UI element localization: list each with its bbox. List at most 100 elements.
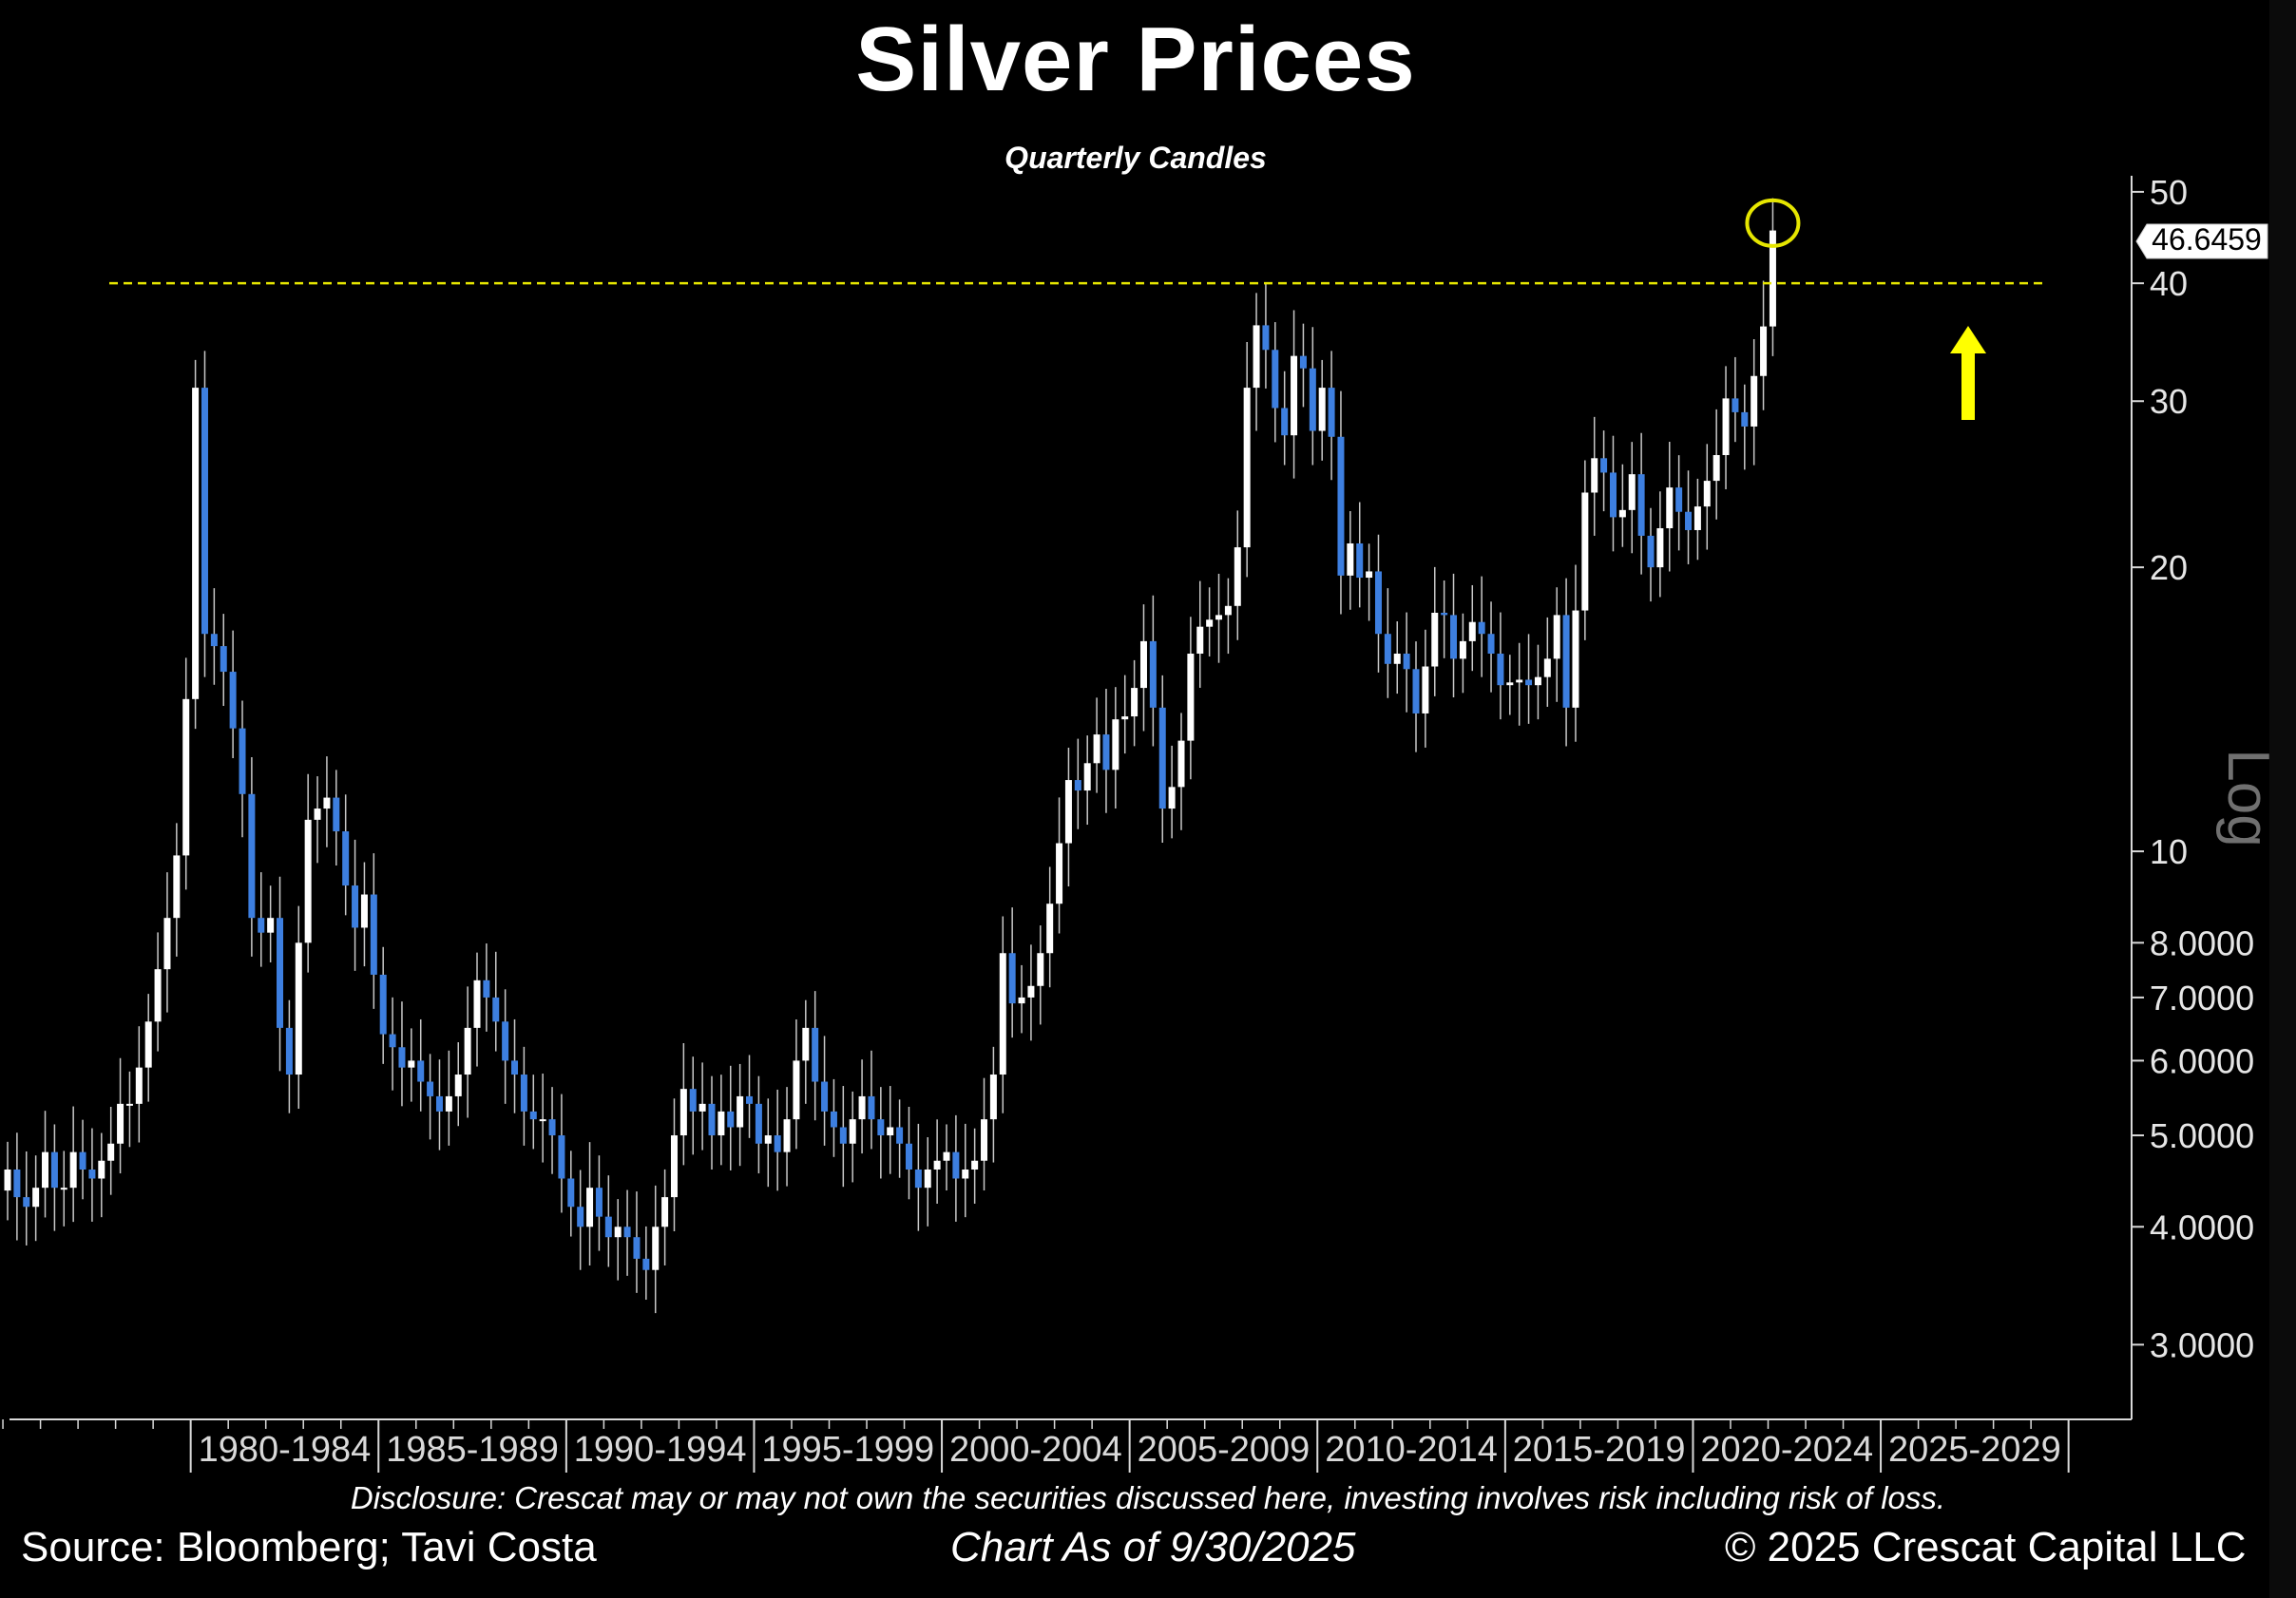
candle-body bbox=[60, 1188, 67, 1190]
candle-body bbox=[1139, 640, 1147, 689]
candle-body bbox=[981, 1119, 988, 1161]
candle-body bbox=[163, 918, 171, 970]
candle-body bbox=[314, 809, 321, 820]
candle-body bbox=[1046, 904, 1054, 954]
candle-body bbox=[1760, 326, 1768, 376]
candle-body bbox=[623, 1227, 631, 1238]
y-tick-label: 10 bbox=[2150, 832, 2188, 871]
candle-body bbox=[1506, 682, 1514, 686]
candle-body bbox=[1741, 411, 1749, 427]
candle-body bbox=[1647, 535, 1655, 568]
candle-body bbox=[830, 1111, 837, 1128]
candle-body bbox=[1581, 492, 1589, 611]
candle-body bbox=[1037, 953, 1044, 986]
candle-body bbox=[408, 1060, 415, 1068]
candle-body bbox=[483, 980, 490, 998]
y-tick-group: 50 40 30 20 10 8.0000 7.0000 6.0000 5.0000 4.0000… bbox=[2132, 173, 2254, 1364]
candle-body bbox=[285, 1027, 293, 1075]
candle-body bbox=[333, 797, 340, 832]
candle-body bbox=[1056, 843, 1063, 904]
candle-body bbox=[896, 1127, 904, 1144]
silver-price-chart: 1980-1984 1985-1989 1990-1994 1995-1999 2000… bbox=[2, 173, 2271, 1473]
last-price-tag: 46.6459 bbox=[2135, 222, 2268, 259]
candle-body bbox=[999, 953, 1006, 1075]
candle-body bbox=[924, 1170, 931, 1189]
candle-body bbox=[1751, 375, 1758, 427]
candle-body bbox=[1366, 571, 1373, 579]
x-period-label: 2025-2029 bbox=[1888, 1430, 2061, 1470]
candle-body bbox=[117, 1103, 124, 1144]
candle-body bbox=[1637, 474, 1645, 536]
candle-body bbox=[971, 1160, 979, 1170]
candle-body bbox=[1374, 571, 1382, 635]
candle-body bbox=[1516, 679, 1523, 683]
candle-body bbox=[98, 1160, 105, 1179]
candle-body bbox=[1384, 634, 1391, 664]
candle-body bbox=[1318, 388, 1326, 431]
candle-body bbox=[567, 1178, 575, 1208]
candle-body bbox=[464, 1027, 471, 1075]
candle-body bbox=[839, 1127, 847, 1144]
x-period-label: 2020-2024 bbox=[1700, 1430, 1873, 1470]
candle-body bbox=[877, 1119, 885, 1136]
candle-body bbox=[1703, 481, 1711, 507]
y-tick-label: 20 bbox=[2150, 548, 2188, 587]
x-period-label: 2000-2004 bbox=[949, 1430, 1122, 1470]
candle-body bbox=[1196, 626, 1204, 655]
candle-body bbox=[1291, 355, 1298, 436]
x-period-label: 1980-1984 bbox=[199, 1430, 372, 1470]
right-edge-strip bbox=[2269, 0, 2296, 1598]
candle-body bbox=[435, 1095, 443, 1112]
candle-body bbox=[821, 1081, 829, 1112]
candle-body bbox=[1347, 542, 1354, 576]
source-text: Source: Bloomberg; Tavi Costa bbox=[21, 1524, 597, 1570]
candle-body bbox=[1732, 398, 1739, 412]
candle-body bbox=[1281, 408, 1289, 436]
candle-body bbox=[1722, 398, 1730, 456]
candle-body bbox=[642, 1258, 650, 1270]
x-period-label: 1995-1999 bbox=[761, 1430, 934, 1470]
y-axis-log-label: Log bbox=[2215, 749, 2271, 847]
candle-body bbox=[746, 1095, 754, 1104]
candle-body bbox=[239, 728, 246, 794]
candle-body bbox=[1431, 612, 1439, 667]
candle-body bbox=[1224, 605, 1232, 616]
candle-body bbox=[1487, 634, 1495, 655]
x-period-label: 2015-2019 bbox=[1513, 1430, 1686, 1470]
candle-body bbox=[1328, 388, 1335, 437]
candle-body bbox=[445, 1095, 452, 1112]
candle-body bbox=[774, 1135, 781, 1152]
candle-body bbox=[79, 1151, 86, 1170]
candle-body bbox=[4, 1170, 11, 1191]
candle-body bbox=[192, 388, 200, 699]
candle-body bbox=[1158, 707, 1166, 809]
up-arrow-icon bbox=[1950, 326, 1986, 420]
copyright-text: © 2025 Crescat Capital LLC bbox=[1725, 1524, 2247, 1570]
candle-body bbox=[943, 1151, 950, 1161]
candle-body bbox=[529, 1111, 537, 1120]
candle-body bbox=[1543, 658, 1551, 677]
candle-body bbox=[277, 918, 284, 1028]
candle-body bbox=[258, 918, 265, 933]
last-price-circle bbox=[1745, 198, 1801, 248]
candle-body bbox=[887, 1127, 894, 1136]
candle-body bbox=[1243, 388, 1251, 548]
candle-body bbox=[379, 974, 387, 1035]
candle-body bbox=[689, 1089, 697, 1112]
candle-body bbox=[1666, 487, 1674, 529]
candle-body bbox=[1628, 474, 1636, 510]
candle-body bbox=[427, 1081, 434, 1096]
candle-body bbox=[718, 1111, 725, 1136]
candle-body bbox=[708, 1103, 716, 1136]
as-of-date: Chart As of 9/30/2025 bbox=[950, 1524, 1356, 1570]
candle-body bbox=[989, 1075, 997, 1120]
candle-body bbox=[1102, 734, 1110, 770]
candle-body bbox=[125, 1103, 133, 1106]
y-tick-label: 40 bbox=[2150, 264, 2188, 303]
candle-body bbox=[267, 918, 275, 933]
candle-body bbox=[1412, 669, 1420, 713]
candle-body bbox=[1112, 719, 1119, 770]
candle-body bbox=[1441, 612, 1448, 616]
candle-body bbox=[342, 831, 350, 886]
candle-body bbox=[323, 797, 331, 809]
